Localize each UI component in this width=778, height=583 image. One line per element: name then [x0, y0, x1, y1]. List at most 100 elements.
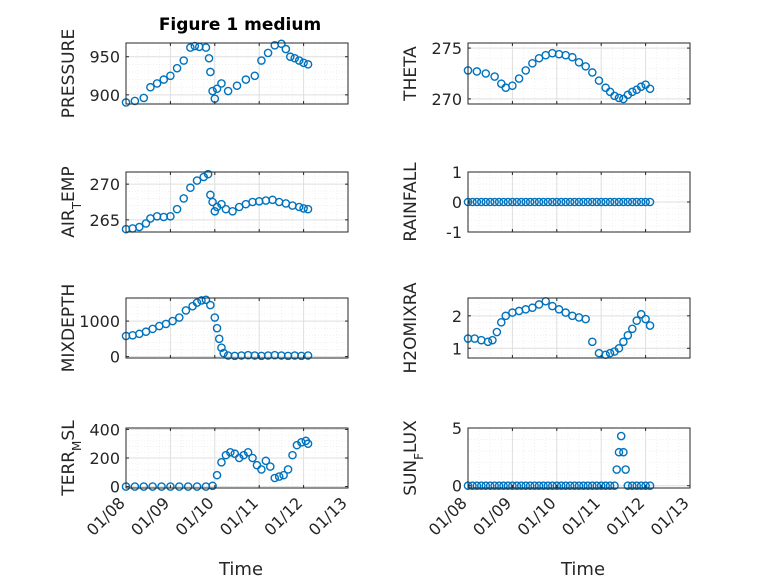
x-axis-label: Time [560, 559, 605, 580]
data-point [645, 84, 655, 94]
y-tick-label: 275 [431, 39, 462, 58]
data-point [192, 176, 202, 185]
data-point [159, 75, 169, 84]
data-point [157, 482, 166, 491]
subplot-pressure: 900 950 PRESSURE [59, 29, 349, 118]
data-point [554, 305, 564, 314]
data-point [645, 481, 655, 490]
y-axis-label: RAINFALL [401, 162, 421, 242]
data-point [552, 197, 562, 207]
data-point [583, 481, 593, 490]
data-point [528, 303, 537, 313]
axes-box [467, 42, 691, 105]
x-axis-label: Time [218, 559, 263, 580]
data-point [539, 481, 548, 490]
data-point [485, 197, 495, 207]
data-point [574, 197, 584, 207]
data-point [601, 197, 610, 207]
x-tick-label: 01/09 [127, 493, 173, 539]
data-point [636, 309, 646, 319]
data-point [561, 197, 570, 207]
data-point [490, 72, 499, 81]
x-tick-label: 01/12 [602, 493, 648, 539]
data-point [636, 197, 646, 207]
data-point [561, 308, 570, 317]
data-point [508, 81, 517, 90]
y-tick-label: 0 [110, 478, 120, 497]
data-point [294, 202, 304, 212]
x-tick-label: 01/08 [425, 493, 471, 539]
data-point [543, 481, 553, 490]
y-axis-label: SUNFLUX [401, 420, 426, 496]
data-point [605, 481, 615, 490]
data-point [257, 465, 266, 474]
y-tick-label: 2 [452, 307, 462, 326]
data-point [172, 63, 182, 73]
subplot-rainfall: -1 0 1 RAINFALL [401, 162, 691, 242]
y-tick-label: 0 [110, 348, 120, 367]
data-point [492, 327, 502, 337]
data-point [641, 197, 650, 207]
data-point [619, 197, 628, 207]
y-tick-label: 0 [452, 193, 462, 212]
data-point [303, 439, 313, 449]
data-point [605, 348, 615, 358]
data-point [139, 93, 149, 103]
x-tick-label: 01/13 [305, 493, 351, 539]
data-point [490, 481, 499, 490]
data-point [481, 69, 491, 78]
data-point [534, 481, 544, 490]
data-point [303, 351, 313, 360]
data-point [281, 44, 291, 54]
data-point [619, 337, 628, 347]
data-point [481, 481, 491, 490]
data-point [285, 52, 295, 62]
data-point [148, 482, 157, 491]
data-point [243, 447, 253, 457]
data-point [588, 68, 597, 77]
subplot-h2omixra: 1 2 H2OMIXRA [401, 282, 691, 374]
data-point [548, 481, 557, 490]
data-point [139, 482, 149, 491]
data-point [217, 343, 226, 353]
data-point [299, 204, 308, 213]
y-axis-label: MIXDEPTH [59, 284, 79, 373]
data-point [270, 473, 280, 483]
data-point [496, 318, 506, 327]
data-point [592, 197, 602, 207]
data-point [228, 206, 237, 216]
data-point [645, 197, 655, 207]
y-tick-label: 1 [452, 163, 462, 182]
data-point [556, 481, 566, 490]
x-tick-label: 01/08 [83, 493, 129, 539]
data-point [596, 197, 606, 207]
data-point [528, 59, 537, 68]
y-axis-label: AIRTEMP [59, 166, 84, 237]
subplot-terr-msl: 0 200 400 TERRMSL01/0801/0901/1001/1101/120… [59, 420, 351, 580]
data-point [499, 481, 508, 490]
x-tick-label: 01/10 [172, 493, 218, 539]
y-tick-label: 265 [89, 211, 120, 230]
data-point [208, 86, 217, 96]
data-point [252, 460, 262, 470]
data-point [485, 481, 495, 490]
data-point [548, 197, 557, 207]
y-tick-label: 270 [431, 90, 462, 109]
data-point [179, 194, 189, 203]
data-point [552, 481, 562, 490]
data-point [214, 334, 224, 344]
data-point [503, 197, 513, 207]
data-point [588, 337, 597, 347]
data-point [539, 197, 548, 207]
data-point [172, 204, 182, 214]
subplot-air-temp: 265 270 AIRTEMP [59, 166, 349, 238]
data-point [614, 197, 624, 207]
data-point [525, 197, 535, 207]
subplot-grid: 900 950 PRESSURE 270 275 THETA 265 270 AIRTEMP -1… [59, 29, 693, 580]
data-point [230, 449, 240, 459]
y-tick-label: 1000 [79, 312, 120, 331]
data-point [277, 39, 286, 49]
data-point [601, 481, 610, 490]
data-point [212, 323, 222, 333]
